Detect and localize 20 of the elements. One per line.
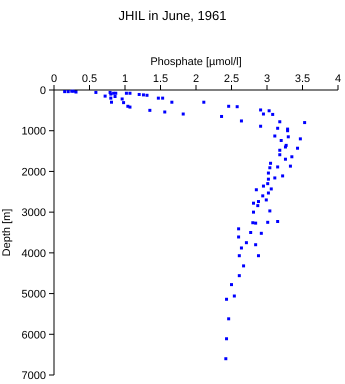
y-tick-label: 5000 — [22, 288, 46, 301]
y-tick-label: 2000 — [22, 166, 46, 178]
y-tick-label: 6000 — [22, 329, 46, 342]
x-tick-label: 4 — [334, 73, 342, 85]
x-tick-label: 2.5 — [224, 73, 240, 85]
x-tick-label: 3.5 — [294, 73, 310, 85]
y-tick-label: 0 — [40, 85, 46, 97]
x-axis-title: Phosphate [µmol/l] — [150, 56, 242, 68]
y-tick-label: 4000 — [22, 248, 46, 260]
y-axis-title: Depth [m] — [1, 208, 13, 256]
x-tick-label: 1.5 — [152, 73, 168, 85]
y-tick-label: 3000 — [22, 207, 46, 220]
x-tick-label: 0.5 — [82, 73, 98, 85]
x-tick-label: 2 — [192, 73, 200, 85]
chart-title: JHIL in June, 1961 — [118, 8, 226, 23]
x-tick-label: 3 — [264, 73, 270, 85]
x-tick-label: 1 — [122, 73, 128, 85]
y-tick-label: 7000 — [22, 370, 46, 382]
x-tick-label: 0 — [50, 73, 58, 85]
y-tick-label: 1000 — [22, 126, 46, 138]
